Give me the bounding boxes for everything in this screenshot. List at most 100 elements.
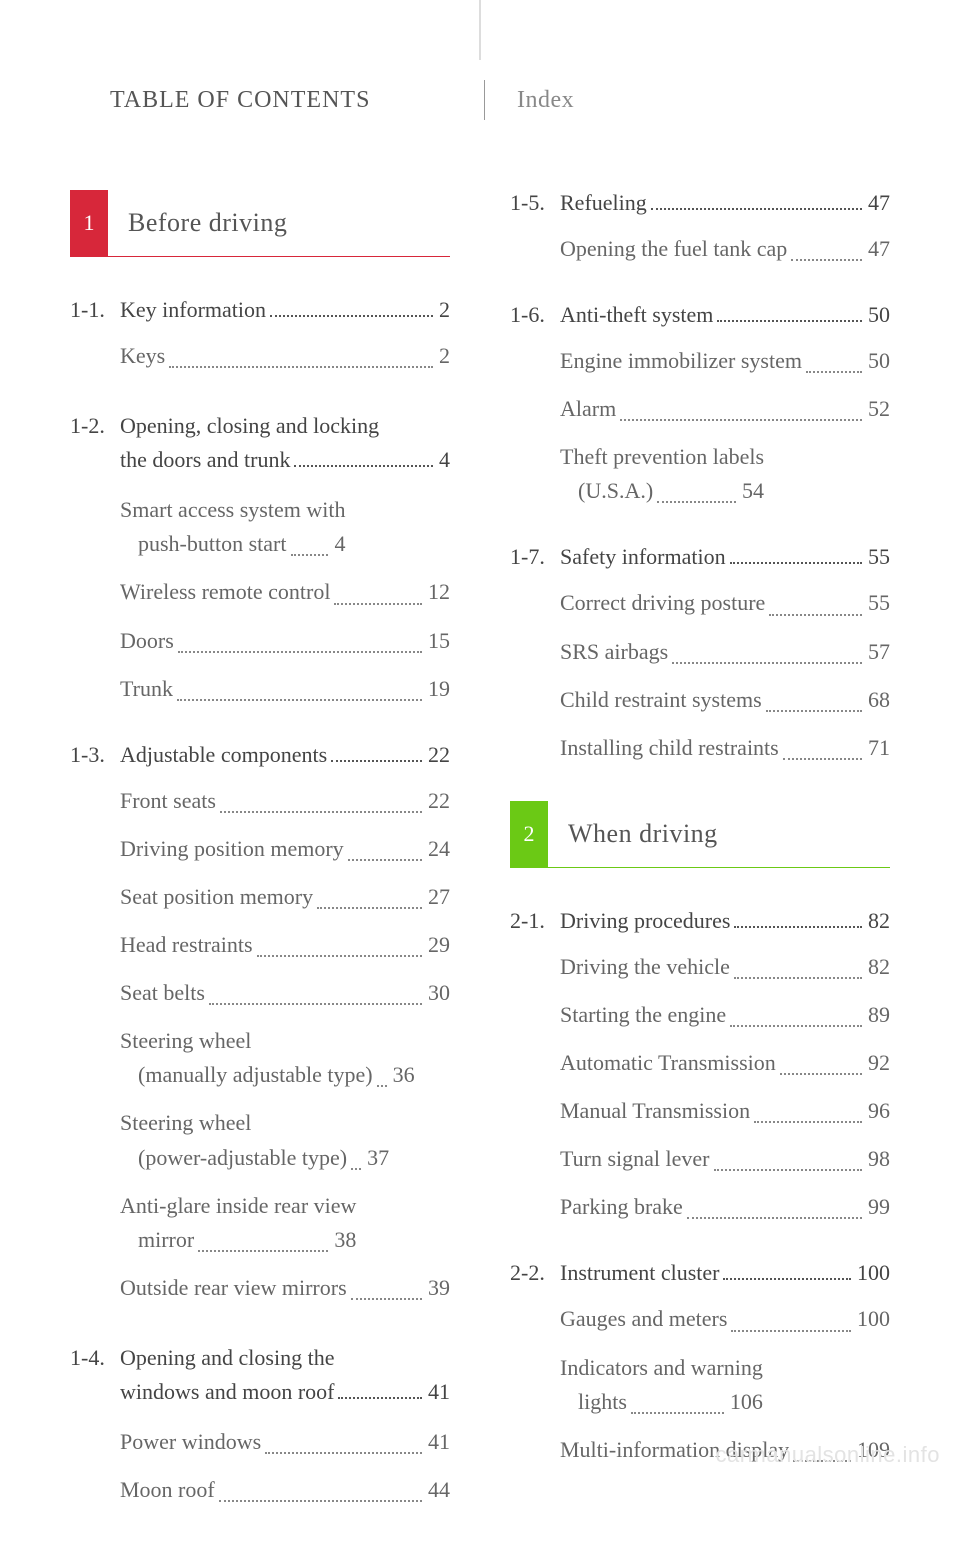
entry-l1: Anti-glare inside rear view	[120, 1193, 356, 1218]
section-2-2-head: 2-2. Instrument cluster 100	[510, 1260, 890, 1286]
section-title-l2: the doors and trunk	[120, 443, 290, 477]
section-number: 1-5.	[510, 190, 560, 216]
entry-label: Anti-glare inside rear view mirror 38	[120, 1189, 356, 1257]
entry-label: Turn signal lever	[560, 1142, 710, 1176]
right-column: 1-5. Refueling 47 Opening the fuel tank …	[510, 190, 890, 1543]
page-number: 57	[868, 635, 890, 669]
toc-entry: Doors 15	[120, 624, 450, 658]
toc-heading: TABLE OF CONTENTS	[70, 87, 480, 114]
entry-label: Driving position memory	[120, 832, 344, 866]
page-number: 22	[428, 784, 450, 818]
toc-entry: Steering wheel (power-adjustable type) 3…	[120, 1106, 450, 1174]
page-number: 24	[428, 832, 450, 866]
entry-label: Driving the vehicle	[560, 950, 730, 984]
chapter-2-header: 2 When driving	[510, 801, 890, 868]
page-number: 2	[439, 339, 450, 373]
toc-entry: Alarm52	[560, 392, 890, 426]
page-number: 82	[868, 950, 890, 984]
page-number: 92	[868, 1046, 890, 1080]
toc-entry: Front seats22	[120, 784, 450, 818]
section-title: Adjustable components	[120, 742, 327, 768]
leader-dots	[657, 484, 736, 504]
entry-l1: Steering wheel	[120, 1110, 251, 1135]
toc-entry: Power windows41	[120, 1425, 450, 1459]
leader-dots	[294, 447, 433, 467]
page-number: 41	[428, 1425, 450, 1459]
page-number: 36	[393, 1058, 415, 1092]
entry-label: Steering wheel (manually adjustable type…	[120, 1024, 415, 1092]
toc-entry: Engine immobilizer system50	[560, 344, 890, 378]
leader-dots	[209, 985, 422, 1005]
entry-l2: mirror	[138, 1223, 194, 1257]
entry-label: Smart access system with push-button sta…	[120, 493, 345, 561]
page-number: 50	[868, 302, 890, 328]
page-number: 37	[367, 1141, 389, 1175]
page-number: 55	[868, 544, 890, 570]
section-2-1-head: 2-1. Driving procedures 82	[510, 908, 890, 934]
entry-label: Automatic Transmission	[560, 1046, 776, 1080]
leader-dots	[631, 1394, 724, 1414]
toc-entry: Anti-glare inside rear view mirror 38	[120, 1189, 450, 1257]
entry-l1: Indicators and warning	[560, 1355, 763, 1380]
header-separator	[484, 80, 485, 120]
leader-dots	[714, 1152, 862, 1172]
entry-l1: Steering wheel	[120, 1028, 251, 1053]
entry-label: Alarm	[560, 392, 616, 426]
leader-dots	[687, 1200, 862, 1220]
entry-l1: Smart access system with	[120, 497, 345, 522]
section-number: 1-2.	[70, 409, 120, 443]
leader-dots	[351, 1150, 361, 1170]
toc-entry: Theft prevention labels (U.S.A.) 54	[560, 440, 890, 508]
page-number: 27	[428, 880, 450, 914]
leader-dots	[791, 241, 862, 261]
section-1-6-head: 1-6. Anti-theft system 50	[510, 302, 890, 328]
page-number: 68	[868, 683, 890, 717]
section-number: 1-1.	[70, 297, 120, 323]
leader-dots	[754, 1103, 862, 1123]
entry-l2: push-button start	[138, 527, 287, 561]
toc-entry: Steering wheel (manually adjustable type…	[120, 1024, 450, 1092]
entry-l2: lights	[578, 1385, 627, 1419]
toc-entry: Manual Transmission96	[560, 1094, 890, 1128]
toc-entry: Correct driving posture55	[560, 586, 890, 620]
toc-page: TABLE OF CONTENTS Index 1 Before driving…	[0, 0, 960, 1484]
entry-label: Head restraints	[120, 928, 253, 962]
entry-label: Trunk	[120, 672, 173, 706]
leader-dots	[780, 1055, 862, 1075]
leader-dots	[731, 1312, 851, 1332]
section-title: Key information	[120, 297, 266, 323]
section-1-2: 1-2. Opening, closing and locking the do…	[70, 409, 450, 706]
section-title: Driving procedures	[560, 908, 730, 934]
section-title: Refueling	[560, 190, 647, 216]
chapter-1-number: 1	[70, 190, 108, 256]
section-title-l2: windows and moon roof	[120, 1375, 334, 1409]
page-number: 2	[439, 297, 450, 323]
section-title: Anti-theft system	[560, 302, 713, 328]
entry-label: Correct driving posture	[560, 586, 765, 620]
toc-entry: SRS airbags57	[560, 635, 890, 669]
page-number: 106	[730, 1385, 763, 1419]
section-number: 1-4.	[70, 1341, 120, 1375]
toc-entry: Trunk 19	[120, 672, 450, 706]
leader-dots	[651, 190, 862, 210]
left-column: 1 Before driving 1-1. Key information 2 …	[70, 190, 450, 1543]
leader-dots	[177, 681, 422, 701]
section-title: Instrument cluster	[560, 1260, 719, 1286]
section-1-3: 1-3. Adjustable components 22 Front seat…	[70, 742, 450, 1305]
section-1-7-head: 1-7. Safety information 55	[510, 544, 890, 570]
leader-dots	[348, 841, 422, 861]
entry-label: Keys	[120, 339, 165, 373]
entry-label: Seat position memory	[120, 880, 313, 914]
toc-entry: Starting the engine89	[560, 998, 890, 1032]
page-number: 50	[868, 344, 890, 378]
page-number: 89	[868, 998, 890, 1032]
leader-dots	[783, 740, 862, 760]
header: TABLE OF CONTENTS Index	[70, 80, 890, 120]
section-1-3-head: 1-3. Adjustable components 22	[70, 742, 450, 768]
entry-l1: Theft prevention labels	[560, 444, 764, 469]
toc-entry: Seat belts30	[120, 976, 450, 1010]
leader-dots	[766, 692, 862, 712]
section-number: 2-1.	[510, 908, 560, 934]
page-number: 98	[868, 1142, 890, 1176]
toc-entry: Opening the fuel tank cap47	[560, 232, 890, 266]
